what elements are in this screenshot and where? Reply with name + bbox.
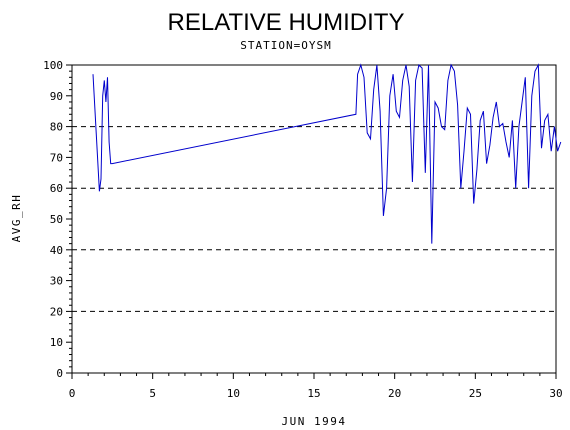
x-tick-label: 30 bbox=[549, 387, 562, 400]
y-tick-label: 40 bbox=[50, 244, 63, 257]
x-tick-label: 20 bbox=[388, 387, 401, 400]
y-tick-label: 70 bbox=[50, 151, 63, 164]
y-tick-label: 0 bbox=[56, 367, 63, 380]
x-tick-label: 25 bbox=[469, 387, 482, 400]
x-tick-label: 15 bbox=[307, 387, 320, 400]
y-axis-label: AVG_RH bbox=[10, 194, 23, 243]
x-tick-label: 5 bbox=[149, 387, 156, 400]
series-layer bbox=[92, 63, 562, 244]
y-tick-label: 100 bbox=[43, 59, 63, 72]
y-tick-label: 20 bbox=[50, 305, 63, 318]
y-tick-label: 60 bbox=[50, 182, 63, 195]
y-tick-label: 50 bbox=[50, 213, 63, 226]
x-tick-label: 10 bbox=[227, 387, 240, 400]
y-tick-label: 90 bbox=[50, 90, 63, 103]
x-axis: 0 5 10 15 20 25 30 bbox=[69, 373, 563, 400]
y-axis: 0 10 20 30 40 50 60 70 80 90 100 bbox=[43, 59, 72, 380]
chart-subtitle: STATION=OYSM bbox=[240, 39, 331, 52]
y-tick-label: 30 bbox=[50, 275, 63, 288]
x-tick-label: 0 bbox=[69, 387, 76, 400]
y-tick-label: 80 bbox=[50, 121, 63, 134]
avg-rh-series-line bbox=[92, 63, 562, 244]
y-tick-label: 10 bbox=[50, 336, 63, 349]
chart-title: RELATIVE HUMIDITY bbox=[168, 9, 405, 36]
x-axis-label: JUN 1994 bbox=[282, 415, 347, 428]
